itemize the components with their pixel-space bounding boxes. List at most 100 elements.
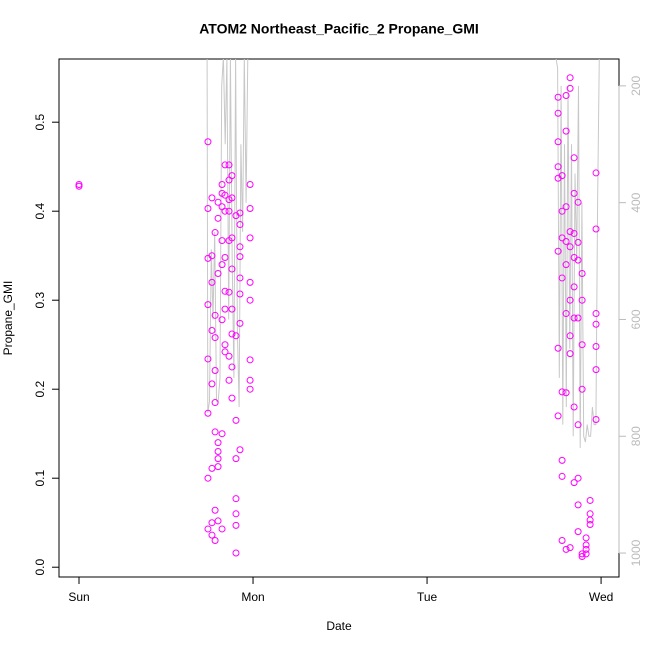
data-point [214, 198, 222, 206]
y-tick-label: 0.5 [33, 114, 47, 131]
data-point [208, 464, 216, 472]
data-point [221, 287, 229, 295]
data-point [566, 74, 574, 82]
data-point [236, 243, 244, 251]
data-point [218, 180, 226, 188]
data-point [208, 194, 216, 202]
data-point [228, 234, 236, 242]
data-point [225, 161, 233, 169]
data-point [554, 109, 562, 117]
data-point [214, 269, 222, 277]
data-point [204, 474, 212, 482]
data-point [558, 207, 566, 215]
data-point [228, 265, 236, 273]
data-point [574, 474, 582, 482]
y2-tick-label: 200 [629, 76, 643, 96]
data-point [211, 428, 219, 436]
data-point [570, 189, 578, 197]
data-point [582, 541, 590, 549]
chart-title: ATOM2 Northeast_Pacific_2 Propane_GMI [199, 21, 479, 37]
data-point [204, 525, 212, 533]
data-point [574, 421, 582, 429]
data-point [236, 274, 244, 282]
data-point [246, 376, 254, 384]
data-point [574, 256, 582, 264]
data-point [592, 415, 600, 423]
data-point [228, 394, 236, 402]
data-point [232, 495, 240, 503]
data-point [570, 283, 578, 291]
data-point [218, 261, 226, 269]
data-point [582, 545, 590, 553]
data-point [558, 472, 566, 480]
data-point [574, 314, 582, 322]
data-point [208, 252, 216, 260]
data-point [218, 430, 226, 438]
data-point [208, 380, 216, 388]
data-point [570, 154, 578, 162]
y2-tick-label: 1000 [629, 539, 643, 566]
data-point [236, 290, 244, 298]
data-point [214, 455, 222, 463]
data-point [218, 237, 226, 245]
x-axis-label: Date [326, 619, 352, 633]
data-point [232, 332, 240, 340]
data-point [558, 537, 566, 545]
data-point [208, 326, 216, 334]
data-point [246, 180, 254, 188]
data-point [246, 234, 254, 242]
data-point [211, 506, 219, 514]
data-point [578, 550, 586, 558]
data-point [578, 269, 586, 277]
data-point [232, 455, 240, 463]
data-point [570, 403, 578, 411]
data-point [225, 352, 233, 360]
plot-area [75, 59, 600, 561]
data-point [558, 274, 566, 282]
data-point [246, 356, 254, 364]
data-point [554, 93, 562, 101]
data-point [218, 525, 226, 533]
data-point [214, 463, 222, 471]
data-point [228, 194, 236, 202]
data-point [562, 310, 570, 318]
data-point [221, 207, 229, 215]
data-point [566, 228, 574, 236]
data-point [232, 521, 240, 529]
x-tick-label: Mon [241, 590, 264, 604]
data-point [578, 296, 586, 304]
data-point [566, 350, 574, 358]
data-point [592, 320, 600, 328]
data-point [246, 278, 254, 286]
data-point [566, 84, 574, 92]
data-point [592, 366, 600, 374]
y-tick-label: 0.2 [33, 381, 47, 398]
data-point [214, 517, 222, 525]
data-point [218, 316, 226, 324]
data-point [574, 501, 582, 509]
data-point [211, 537, 219, 545]
data-point [562, 237, 570, 245]
data-point [570, 229, 578, 237]
data-point [554, 138, 562, 146]
data-point [221, 161, 229, 169]
data-point [236, 221, 244, 229]
data-point [574, 528, 582, 536]
data-point [586, 516, 594, 524]
data-point [228, 330, 236, 338]
data-point [236, 446, 244, 454]
data-point [236, 209, 244, 217]
data-point [592, 310, 600, 318]
data-point [225, 376, 233, 384]
data-point [562, 545, 570, 553]
data-point [228, 305, 236, 313]
data-point [232, 416, 240, 424]
data-point [574, 198, 582, 206]
data-point [211, 334, 219, 342]
data-point [232, 549, 240, 557]
data-point [211, 311, 219, 319]
data-point [246, 385, 254, 393]
data-point [204, 138, 212, 146]
data-point [246, 205, 254, 213]
